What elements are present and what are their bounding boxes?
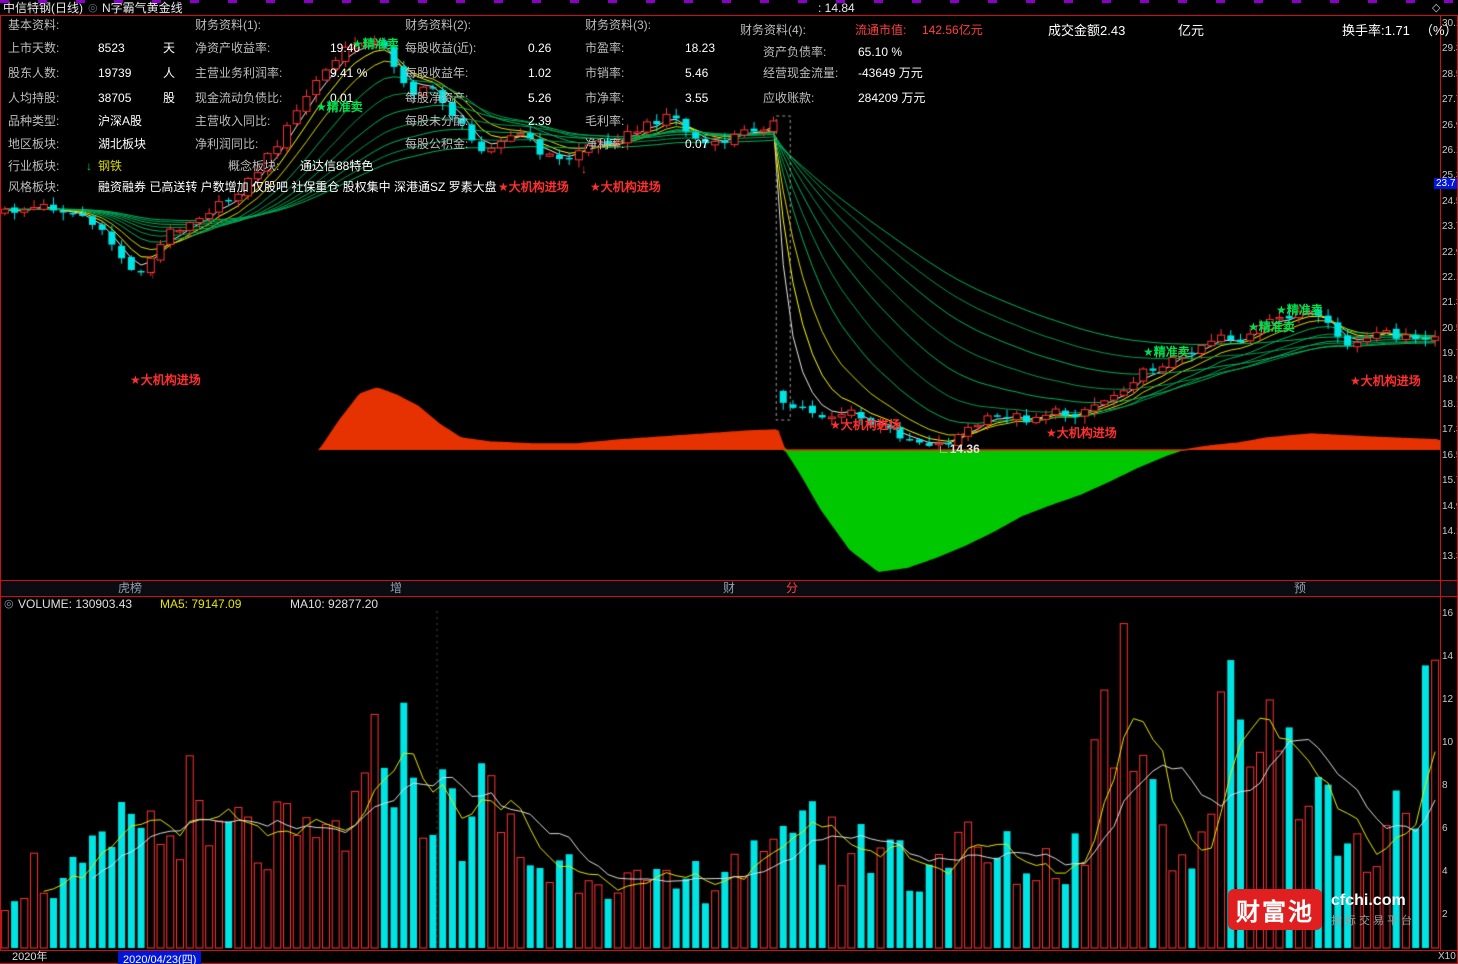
volume-value-label: VOLUME: 130903.43 (18, 597, 133, 611)
volume-axis-label: 6 (1442, 823, 1448, 834)
price-axis-label: 19.7 (1442, 348, 1457, 360)
price-axis-label: 26.9 (1442, 119, 1457, 131)
volume-axis-label: 14 (1442, 651, 1454, 662)
price-axis-label: 18.9 (1442, 373, 1457, 385)
window-corner-icon[interactable]: ◇ (1432, 2, 1441, 14)
indicator-name[interactable]: N字霸气黄金线 (102, 1, 183, 15)
event-flag-strip (0, 581, 1458, 596)
indicator-value: : 14.84 (818, 1, 855, 15)
volume-axis-label: 4 (1442, 866, 1448, 877)
volume-ma5-label: MA5: 79147.09 (160, 597, 242, 611)
price-axis-label: 18.1 (1442, 399, 1457, 410)
price-axis-label: 20.5 (1442, 322, 1457, 334)
price-axis-label: 22.1 (1442, 272, 1457, 283)
volume-axis-unit: X10 (1438, 951, 1456, 962)
volume-axis-label: 2 (1442, 909, 1448, 920)
volume-axis-label: 12 (1442, 694, 1454, 705)
volume-ma10-label: MA10: 92877.20 (290, 597, 379, 611)
price-axis-label: 14.1 (1442, 526, 1457, 537)
pane-border (0, 950, 1458, 951)
watermark-domain: cfchi.com (1331, 891, 1406, 909)
watermark-tagline: 指标交易平台 (1331, 914, 1415, 927)
price-axis-label: 28.5 (1442, 68, 1457, 80)
price-axis-label: 17.3 (1442, 424, 1457, 436)
volume-chart[interactable] (0, 597, 1440, 950)
price-axis-label: 21.3 (1442, 297, 1457, 309)
watermark-text: cfchi.com 指标交易平台 (1331, 892, 1415, 928)
price-axis-label: 22.9 (1442, 246, 1457, 258)
watermark: 财富池 cfchi.com 指标交易平台 (1228, 889, 1415, 930)
price-axis-label: 14.9 (1442, 500, 1457, 512)
volume-collapse-icon[interactable]: ◎ (4, 598, 14, 610)
x-axis-date-tag: 2020/04/23(四) (118, 951, 202, 964)
price-axis-label: 24.5 (1442, 195, 1457, 207)
axis-divider (1440, 16, 1441, 950)
price-axis-label: 15.7 (1442, 475, 1457, 487)
main-price-chart[interactable] (0, 16, 1440, 580)
pane-border (0, 16, 1, 950)
price-axis-label: 30.1 (1442, 18, 1457, 29)
price-axis-label: 29.3 (1442, 43, 1457, 55)
price-axis-label: 26.1 (1442, 145, 1457, 156)
top-tick-marks (0, 0, 1458, 3)
price-axis-label: 13.3 (1442, 551, 1457, 563)
volume-axis-label: 16 (1442, 608, 1454, 619)
price-axis-label: 23.7 (1442, 221, 1457, 233)
indicator-collapse-icon[interactable]: ◎ (88, 2, 98, 14)
price-axis-label: 27.7 (1442, 94, 1457, 106)
price-axis-tag: 23.7 (1434, 178, 1458, 189)
pane-border (0, 596, 1458, 597)
cfchi-logo: 财富池 (1228, 889, 1322, 930)
x-axis-year-label: 2020年 (12, 951, 48, 963)
pane-border (0, 15, 1458, 16)
price-axis-label: 16.5 (1442, 449, 1457, 461)
stock-title[interactable]: 中信特钢(日线) (3, 1, 83, 15)
volume-axis-label: 10 (1442, 737, 1454, 748)
pane-border (0, 580, 1458, 581)
volume-axis-label: 8 (1442, 780, 1448, 791)
